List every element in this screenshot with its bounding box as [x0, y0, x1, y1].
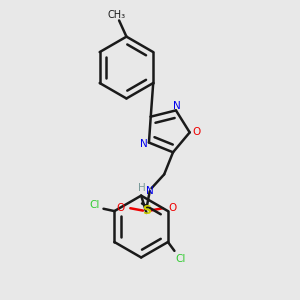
Text: O: O	[116, 202, 125, 213]
Text: S: S	[142, 204, 151, 217]
Text: O: O	[168, 202, 176, 213]
Text: N: N	[146, 186, 154, 196]
Text: Cl: Cl	[89, 200, 99, 210]
Text: O: O	[192, 127, 200, 137]
Text: H: H	[138, 183, 146, 193]
Text: CH₃: CH₃	[108, 10, 126, 20]
Text: N: N	[140, 139, 148, 149]
Text: N: N	[173, 101, 181, 111]
Text: Cl: Cl	[175, 254, 185, 264]
